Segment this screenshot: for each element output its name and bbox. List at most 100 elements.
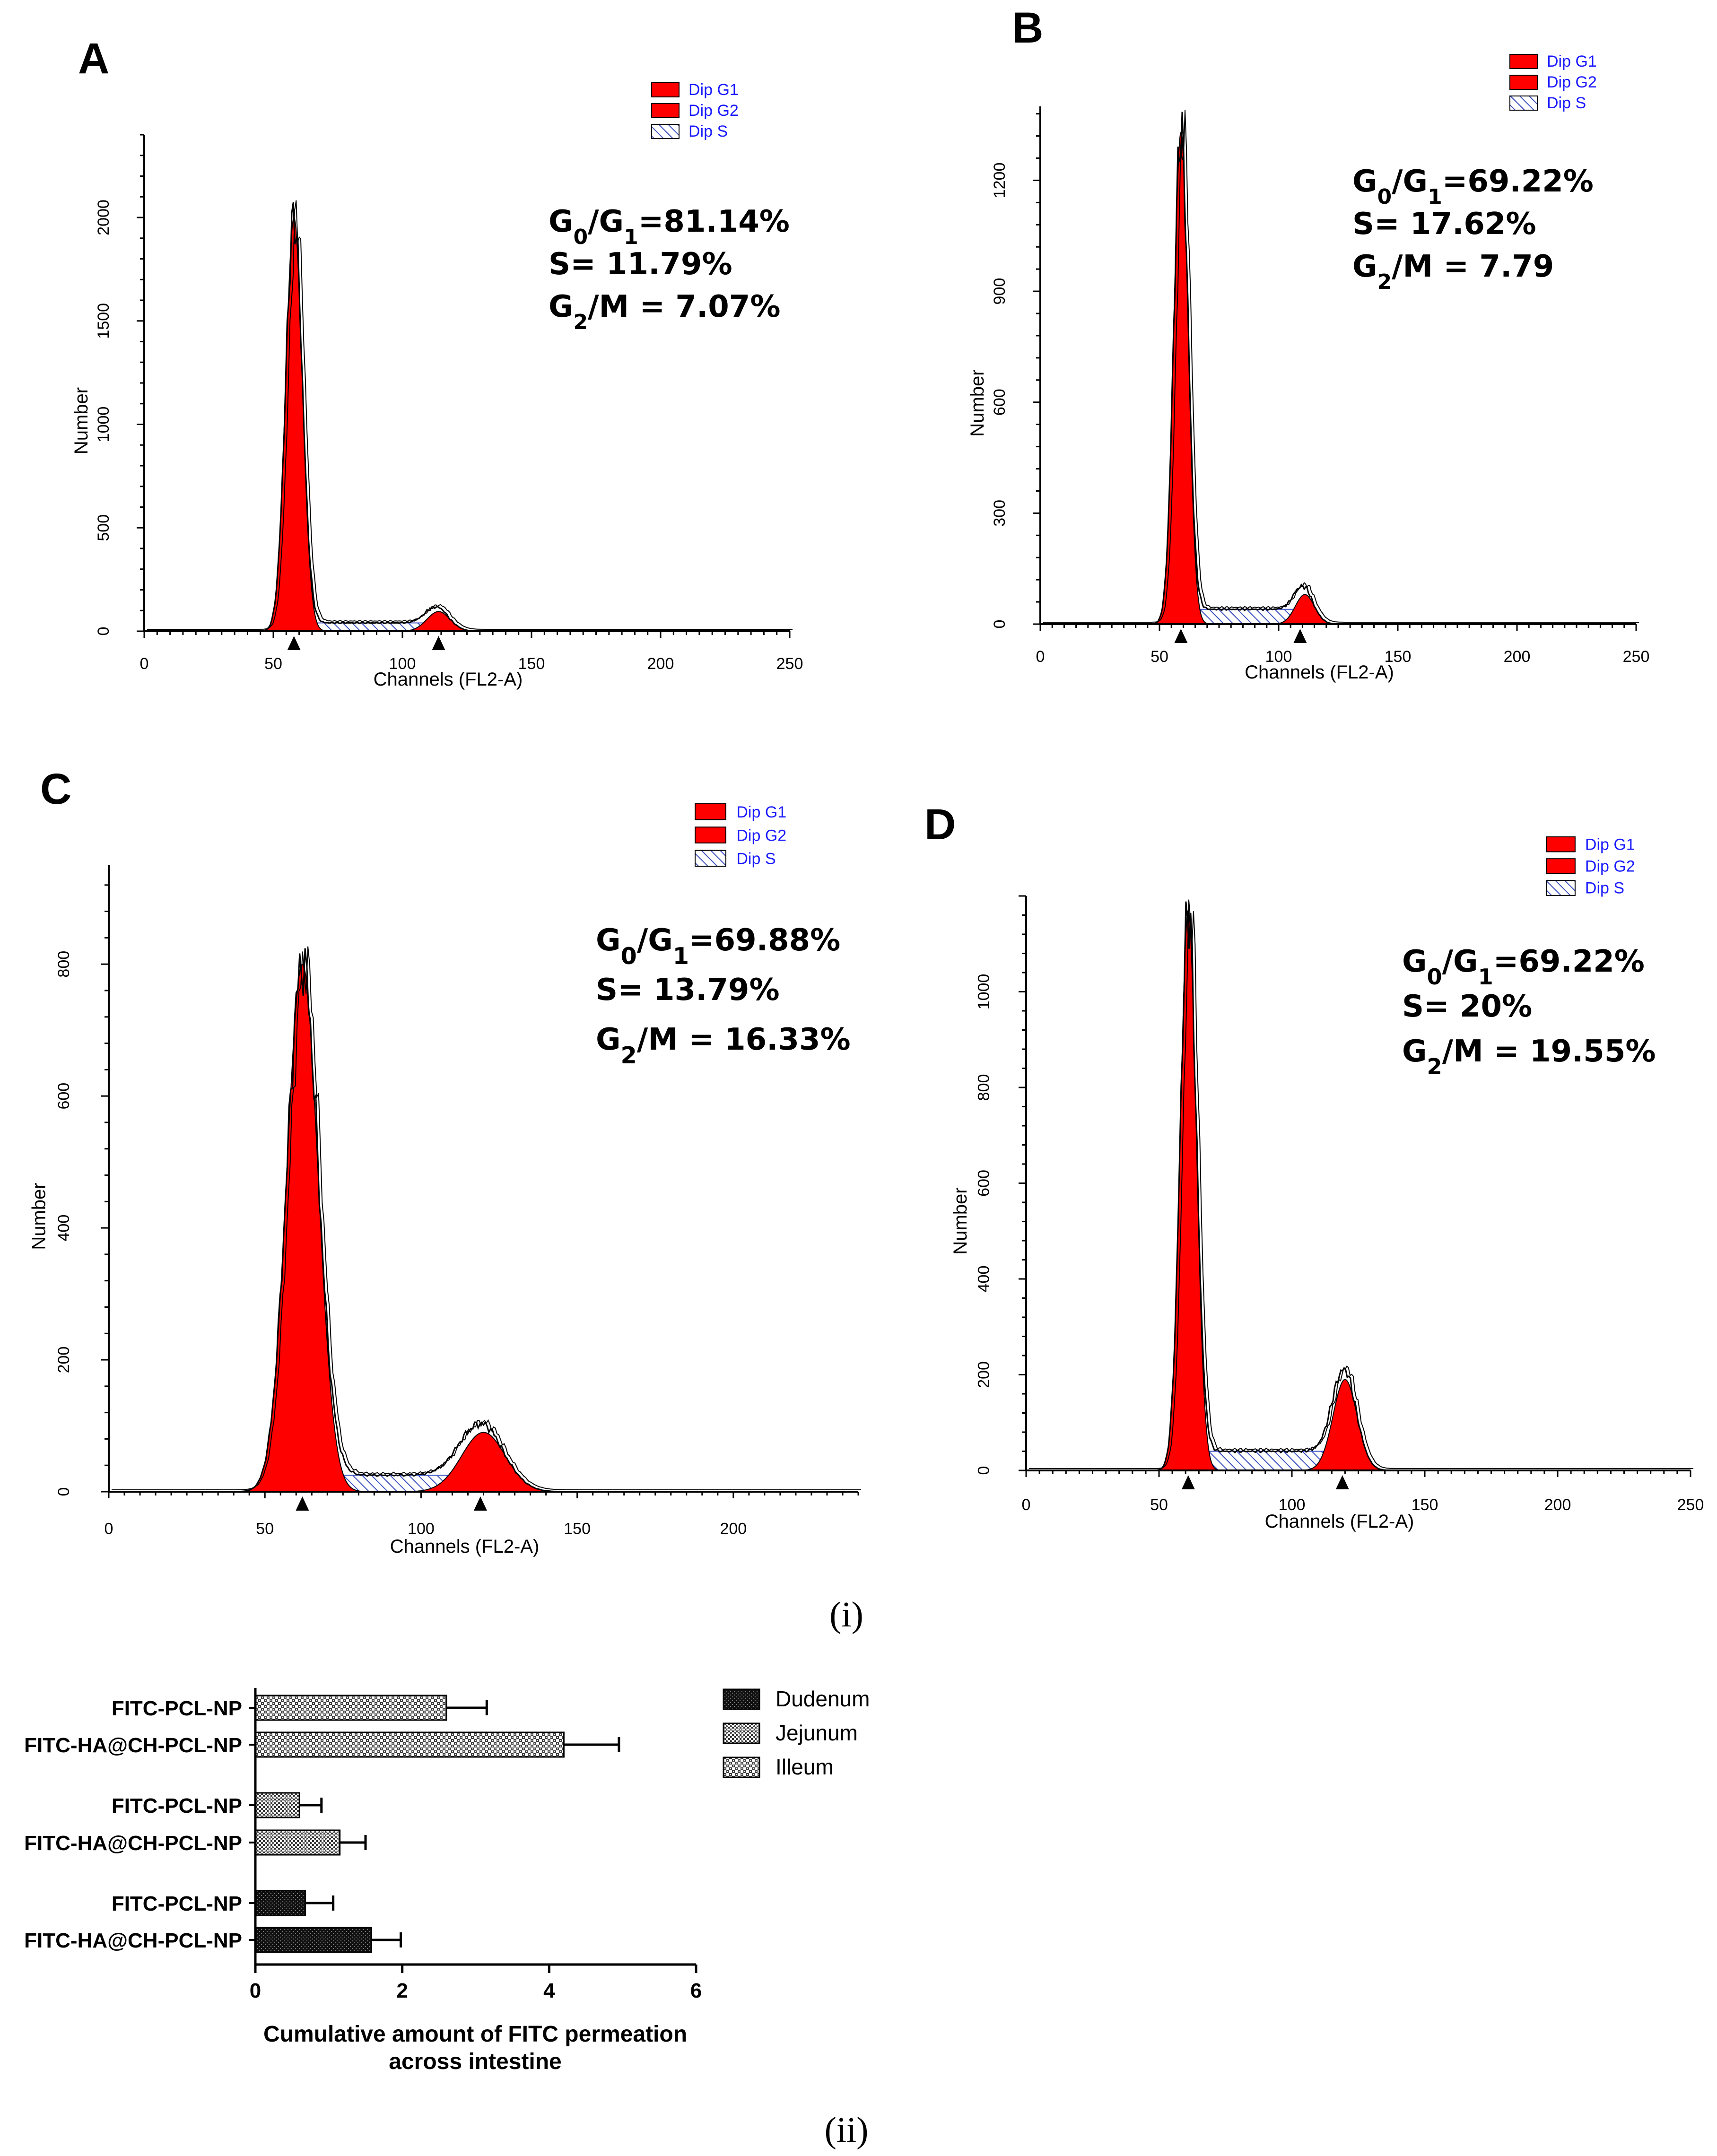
legend-entry: Dip S (1585, 879, 1624, 897)
legend-swatch-dudenum (723, 1688, 760, 1710)
legend-entry: Dip G1 (736, 803, 786, 821)
x-tick-label: 2 (396, 1979, 408, 2002)
x-axis-label: Cumulative amount of FITC permeation acro… (263, 2022, 687, 2074)
peak-marker (1181, 1475, 1195, 1489)
y-axis-label: Number (967, 369, 988, 436)
y-tick-label: 0 (991, 620, 1009, 629)
legend-entry: Jejunum (776, 1721, 858, 1745)
y-tick-label: 800 (975, 1074, 993, 1101)
caption-i: (i) (829, 1595, 863, 1634)
stat-line-1: G0/G1=69.22% (1352, 164, 1594, 209)
x-tick-label: 200 (1544, 1496, 1571, 1514)
y-tick-label: 300 (991, 500, 1009, 527)
bar-dudenum (254, 1927, 372, 1953)
y-tick-label: 600 (55, 1083, 73, 1110)
bar-row: FITC-PCL-NP (112, 1890, 335, 1916)
y-axis-label: Number (71, 387, 92, 454)
legend-swatch-2 (695, 826, 726, 843)
legend-swatch-2 (1509, 75, 1538, 90)
legend: Dip G1 Dip G2 Dip S (651, 81, 739, 140)
bar-jejunum (254, 1792, 300, 1818)
bar-jejunum (254, 1829, 341, 1856)
stat-line-2: S= 11.79% (549, 247, 732, 282)
x-axis-label: Channels (FL2-A) (1245, 662, 1394, 683)
peak-marker (1174, 629, 1188, 643)
stat-line-2: S= 20% (1402, 989, 1532, 1024)
x-tick-label: 100 (389, 655, 416, 673)
legend-swatch-3 (1546, 880, 1576, 896)
bar-label: FITC-PCL-NP (112, 1794, 242, 1817)
peak-marker (432, 636, 445, 650)
peak-marker (1335, 1475, 1349, 1489)
bar-row: FITC-HA@CH-PCL-NP (24, 1927, 402, 1953)
legend-swatch-2 (651, 103, 680, 118)
panel-letter: A (78, 35, 109, 83)
peak-marker (287, 636, 301, 650)
legend: Dip G1 Dip G2 Dip S (1546, 835, 1635, 897)
x-tick-label: 0 (105, 1520, 113, 1538)
x-tick-label: 6 (690, 1979, 702, 2002)
stat-line-1: G0/G1=69.22% (1402, 944, 1645, 990)
peak-marker (296, 1496, 309, 1511)
stat-line-1: G0/G1=69.88% (596, 923, 840, 970)
bar-row: FITC-HA@CH-PCL-NP (24, 1829, 367, 1856)
bar-illeum (254, 1695, 447, 1721)
histogram-panel-b: B Dip G1 Dip G2 Dip S G0/G1=69.22%S= 17.62% G… (967, 4, 1649, 683)
panel-letter: C (40, 765, 71, 813)
y-tick-label: 200 (55, 1347, 73, 1374)
y-axis-label: Number (29, 1182, 50, 1250)
legend: Dip G1 Dip G2 Dip S (1509, 52, 1597, 112)
histogram-outline-fit (112, 946, 861, 1490)
legend-swatch-illeum (723, 1756, 760, 1778)
x-tick-label: 150 (1385, 648, 1412, 666)
legend-swatch-3 (695, 850, 726, 867)
y-tick-label: 200 (975, 1361, 993, 1388)
panel-letter: D (924, 800, 956, 849)
g1-peak (1148, 909, 1229, 1471)
x-axis-label: Channels (FL2-A) (390, 1536, 540, 1557)
legend-swatch-1 (1546, 836, 1576, 852)
legend-entry: Dudenum (776, 1687, 870, 1711)
legend: Dip G1 Dip G2 Dip S (695, 803, 786, 868)
legend-entry: Dip G1 (1547, 52, 1597, 70)
x-tick-label: 200 (720, 1520, 747, 1538)
legend-entry: Dip S (1547, 94, 1586, 112)
legend-swatch-2 (1546, 858, 1576, 874)
legend-entry: Dip G1 (689, 81, 739, 99)
stat-line-1: G0/G1=81.14% (549, 204, 790, 249)
x-tick-label: 50 (256, 1520, 274, 1538)
legend-entry: Illeum (776, 1755, 834, 1779)
panel-letter: B (1012, 4, 1043, 52)
peak-marker (1293, 629, 1307, 643)
y-tick-label: 0 (55, 1487, 73, 1496)
bar-label: FITC-PCL-NP (112, 1892, 242, 1915)
histogram-outline-fit (1043, 110, 1639, 623)
x-tick-label: 0 (140, 655, 149, 673)
stat-line-3: G2/M = 19.55% (1402, 1034, 1656, 1079)
stat-line-2: S= 13.79% (596, 973, 780, 1008)
legend-swatch-1 (695, 803, 726, 820)
y-tick-label: 0 (975, 1466, 993, 1475)
histogram-outline-fit (147, 200, 793, 630)
x-tick-label: 0 (1036, 648, 1045, 666)
histogram-outline-fit (1029, 899, 1693, 1469)
bar-row: FITC-PCL-NP (112, 1695, 488, 1721)
x-tick-label: 50 (1150, 1496, 1168, 1514)
x-tick-label: 200 (647, 655, 674, 673)
y-tick-label: 1000 (95, 407, 113, 443)
g1-peak (1145, 130, 1217, 625)
stat-line-3: G2/M = 7.79 (1352, 249, 1554, 294)
legend-entry: Dip G2 (1547, 73, 1597, 91)
legend-swatch-3 (651, 124, 680, 139)
y-tick-label: 500 (95, 514, 113, 541)
permeation-bar-chart: FITC-PCL-NP FITC-HA@CH-PCL-NP FITC-PCL-NP F… (24, 1687, 870, 2074)
x-tick-label: 0 (250, 1979, 261, 2002)
peak-marker (473, 1496, 487, 1511)
x-tick-label: 100 (1265, 648, 1292, 666)
y-tick-label: 0 (95, 627, 113, 636)
legend-swatch-1 (1509, 54, 1538, 69)
bar-illeum (254, 1731, 565, 1758)
bar-label: FITC-HA@CH-PCL-NP (24, 1734, 242, 1757)
x-tick-label: 150 (564, 1520, 591, 1538)
